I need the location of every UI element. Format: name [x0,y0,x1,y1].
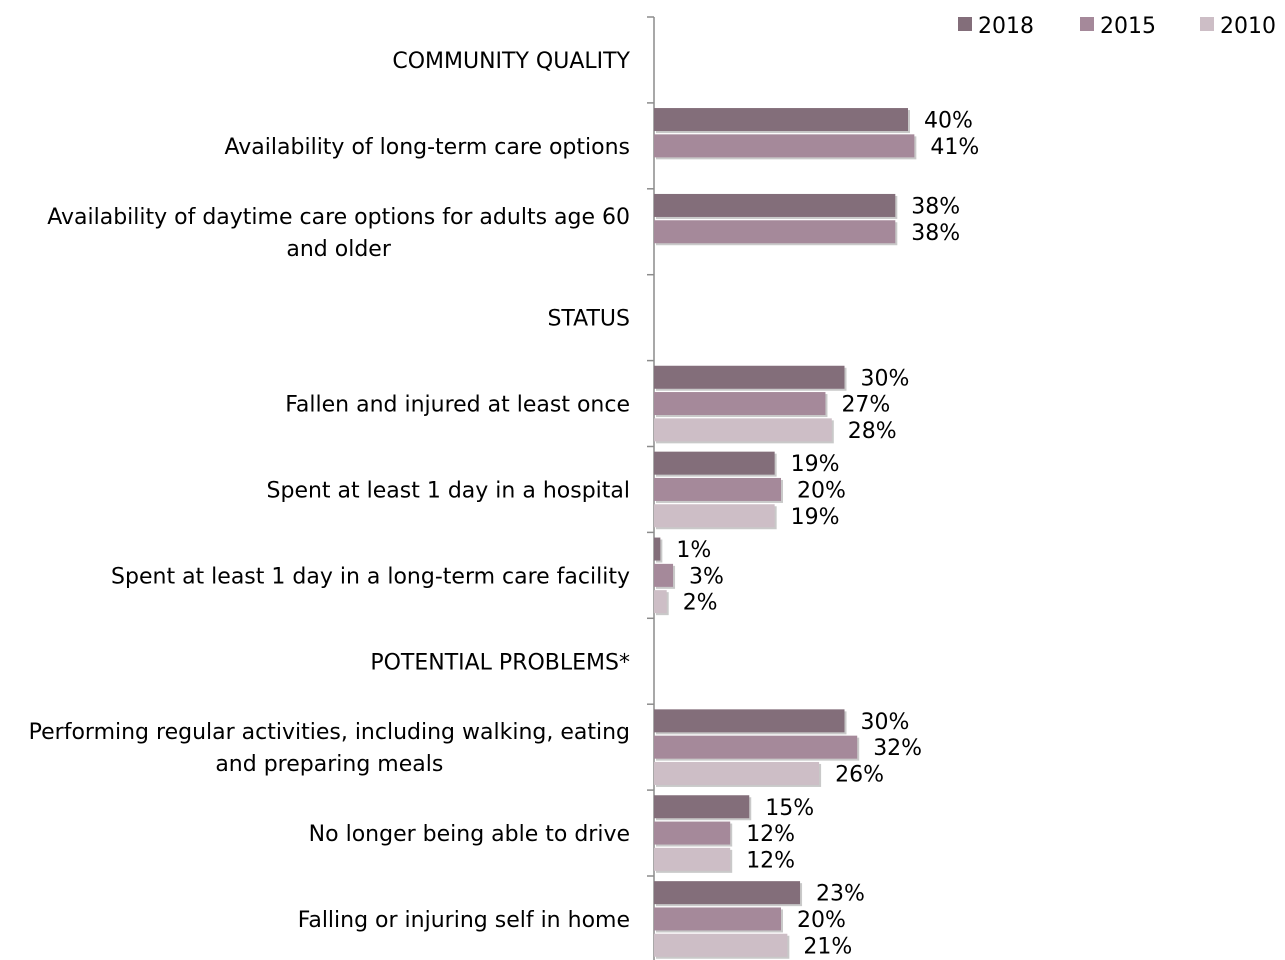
category-label: Spent at least 1 day in a hospital [267,478,630,503]
bar-2015 [654,392,826,416]
legend-swatch [958,17,972,31]
category-label: Falling or injuring self in home [298,908,630,933]
data-label: 30% [861,366,910,391]
category-availability-of-long-term-care-options: Availability of long-term care options 40… [225,108,979,160]
bar-2015 [654,220,896,244]
data-label: 12% [746,822,795,847]
section-heading: POTENTIAL PROBLEMS* [370,650,630,675]
data-label: 30% [861,710,910,735]
bar-2010 [654,761,820,785]
bar-2015 [654,563,674,587]
category-label: Availability of daytime care options for… [47,205,630,262]
category-community-quality: COMMUNITY QUALITY [392,49,630,74]
data-label: 15% [765,796,814,821]
section-heading: STATUS [547,307,630,332]
legend-label: 2010 [1220,14,1276,39]
bar-2010 [654,933,788,957]
bar-2015 [654,735,858,759]
bar-2018 [654,365,845,389]
data-label: 21% [803,934,852,959]
bar-2015 [654,134,915,158]
data-label: 41% [930,135,979,160]
bar-2018 [654,537,661,561]
bar-2015 [654,477,781,501]
category-label: Fallen and injured at least once [285,393,630,418]
data-label: 19% [791,505,840,530]
category-availability-of-daytime-care-options-for-adults-age-60-and-older: Availability of daytime care options for… [47,193,960,262]
data-label: 28% [848,419,897,444]
category-fallen-and-injured-at-least-once: Fallen and injured at least once 30%27%28… [285,365,910,444]
bar-2018 [654,709,845,733]
bar-2018 [654,795,750,819]
bar-2015 [654,907,781,931]
category-falling-or-injuring-self-in-home: Falling or injuring self in home 23%20%21… [298,881,865,959]
data-label: 2% [683,591,718,616]
data-label: 32% [873,736,922,761]
data-label: 20% [797,478,846,503]
data-label: 19% [791,452,840,477]
data-label: 27% [841,393,890,418]
category-label: Performing regular activities, including… [29,720,630,777]
data-label: 26% [835,762,884,787]
legend-label: 2015 [1100,14,1156,39]
legend-swatch [1200,17,1214,31]
category-status: STATUS [547,307,630,332]
category-label: No longer being able to drive [309,822,630,847]
data-label: 12% [746,848,795,873]
legend-label: 2018 [978,14,1034,39]
bar-2010 [654,418,832,442]
category-performing-regular-activities-including-walking-eating-and-preparing-meals: Performing regular activities, including… [29,709,922,787]
category-spent-at-least-1-day-in-a-hospital: Spent at least 1 day in a hospital 19%20%… [267,451,846,530]
bar-2018 [654,193,896,217]
data-label: 20% [797,908,846,933]
bar-2010 [654,590,667,614]
data-label: 38% [911,194,960,219]
bar-2018 [654,451,775,475]
category-spent-at-least-1-day-in-a-long-term-care-facility: Spent at least 1 day in a long-term care… [111,537,724,616]
legend-swatch [1080,17,1094,31]
category-label: Availability of long-term care options [225,135,630,160]
data-label: 1% [676,538,711,563]
data-label: 23% [816,882,865,907]
category-potential-problems: POTENTIAL PROBLEMS* [370,650,630,675]
bar-2010 [654,504,775,528]
section-heading: COMMUNITY QUALITY [392,49,630,74]
data-label: 38% [911,221,960,246]
data-label: 3% [689,564,724,589]
category-label: Spent at least 1 day in a long-term care… [111,564,630,589]
data-label: 40% [924,109,973,134]
bar-2010 [654,847,731,871]
bar-2018 [654,881,801,905]
bar-2015 [654,821,731,845]
bar-2018 [654,108,908,132]
legend: 2018 2015 2010 [958,14,1276,39]
